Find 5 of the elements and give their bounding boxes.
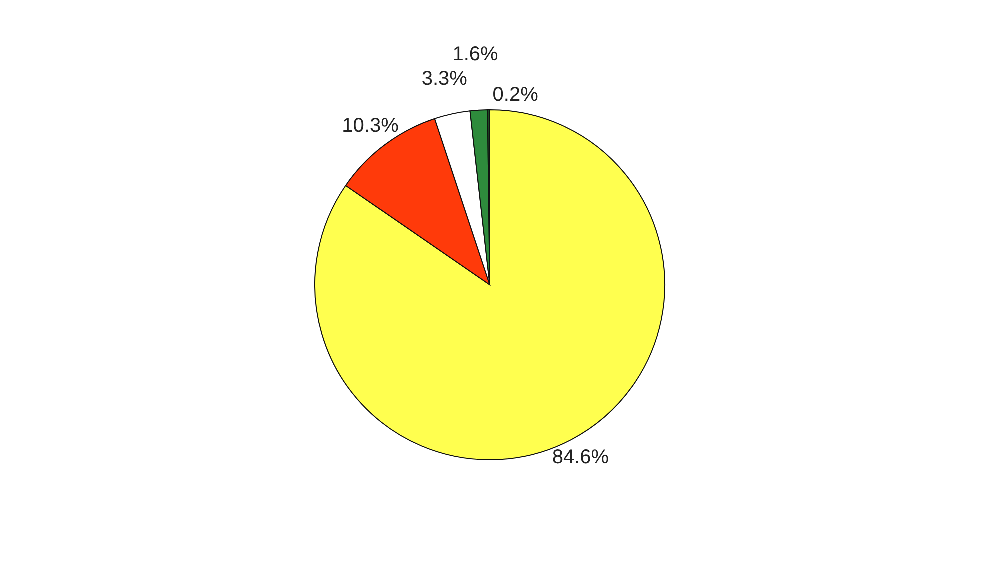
data-label: 10.3% [342,114,400,137]
data-label: 1.6% [452,43,498,66]
data-label: 3.3% [422,68,468,90]
data-label: 84.6% [552,446,610,469]
data-label: 0.2% [492,84,539,106]
